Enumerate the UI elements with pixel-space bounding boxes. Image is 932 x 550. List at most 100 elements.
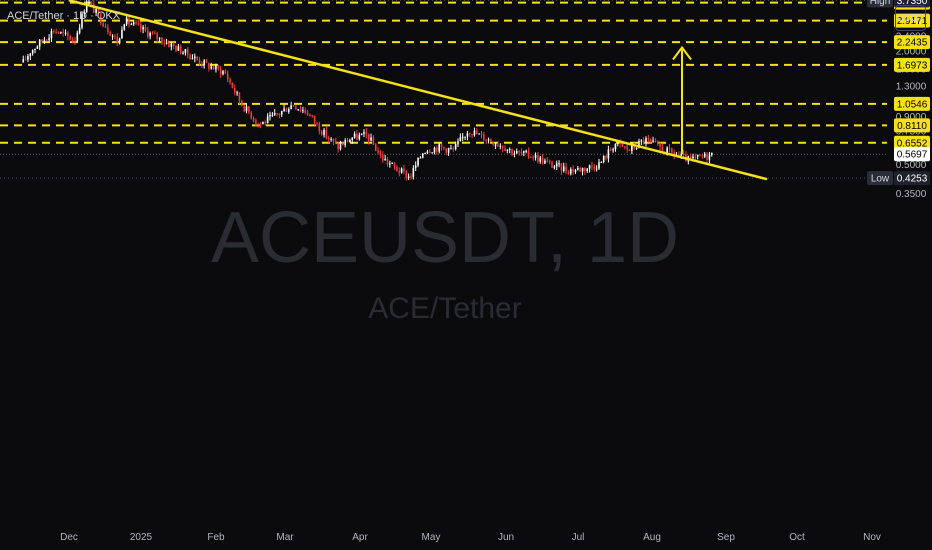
candle-body: [179, 46, 182, 54]
candle-body: [539, 157, 542, 162]
candle-body: [320, 131, 323, 135]
candle-body: [701, 155, 704, 157]
candle-body: [142, 27, 144, 30]
candle-body: [339, 144, 342, 149]
candle-body: [631, 145, 633, 151]
candle-body: [515, 151, 518, 154]
candle-body: [48, 38, 50, 40]
candle-body: [311, 115, 314, 117]
candle-body: [330, 138, 332, 140]
candle-body: [100, 13, 102, 24]
level-price-tag: [894, 57, 930, 72]
candle-body: [304, 110, 307, 113]
candle-body: [438, 144, 440, 152]
candle-body: [189, 54, 191, 60]
candle-body: [501, 145, 504, 149]
candle-body: [414, 165, 417, 168]
extreme-label-tag: [867, 171, 893, 186]
candle-body: [295, 106, 297, 110]
level-price-tag: [894, 118, 930, 133]
candle-body: [208, 62, 210, 69]
candle-body: [78, 27, 81, 33]
candle-body: [607, 149, 610, 159]
candle-body: [372, 137, 375, 145]
candle-body: [182, 52, 184, 54]
candle-body: [22, 59, 25, 63]
candle-body: [680, 153, 683, 156]
candle-body: [694, 156, 697, 158]
candle-body: [459, 137, 462, 142]
candle-body: [511, 149, 513, 155]
candle-body: [544, 160, 546, 164]
candle-body: [609, 149, 612, 151]
candle-body: [518, 151, 520, 153]
candle-body: [689, 156, 692, 159]
candle-body: [130, 24, 133, 26]
candle-body: [541, 157, 544, 164]
candle-body: [532, 157, 534, 159]
candle-body: [490, 139, 492, 143]
candle-body: [572, 169, 574, 172]
candle-body: [351, 137, 354, 140]
candle-body: [245, 106, 248, 112]
candle-body: [165, 42, 168, 44]
candle-body: [154, 33, 156, 35]
trendline: [68, 0, 768, 181]
candle-body: [53, 31, 55, 33]
candle-body: [367, 134, 370, 141]
extreme-price-label: 3.7350: [897, 0, 928, 7]
candle-body: [440, 144, 443, 148]
candle-body: [466, 133, 469, 137]
candle-body: [478, 133, 480, 135]
candle-body: [76, 32, 79, 41]
candle-body: [332, 138, 335, 142]
extreme-label-tag: [867, 0, 893, 8]
extreme-price-label: 0.4253: [897, 174, 928, 185]
price-axis[interactable]: 3.00002.40002.00001.60001.30000.90000.75…: [867, 0, 930, 200]
candle-body: [560, 163, 563, 171]
currency-button[interactable]: USDT: [895, 5, 926, 31]
candle-body: [473, 130, 476, 135]
candle-body: [652, 140, 654, 142]
candle-body: [132, 22, 135, 25]
candle-body: [45, 39, 48, 41]
candle-body: [506, 149, 509, 152]
x-tick-label: Nov: [863, 532, 881, 543]
candle-body: [257, 123, 260, 125]
candle-body: [102, 23, 104, 27]
candle-body: [57, 32, 60, 34]
candle-body: [642, 140, 645, 143]
candle-body: [600, 161, 603, 163]
candle-body: [285, 108, 288, 112]
candle-body: [360, 133, 363, 135]
candle-body: [255, 120, 257, 124]
candle-body: [69, 36, 72, 40]
candle-body: [36, 46, 39, 49]
candle-body: [384, 158, 386, 161]
candle-body: [302, 110, 304, 112]
candle-body: [356, 133, 358, 140]
x-tick-label: Jul: [572, 532, 585, 543]
candle-body: [407, 176, 410, 178]
candle-body: [391, 162, 393, 164]
candle-body: [649, 139, 652, 142]
candle-body: [419, 157, 422, 159]
candle-body: [567, 171, 570, 174]
candle-body: [215, 65, 217, 70]
time-axis[interactable]: Dec 2025 Feb Mar Apr May Jun Jul Aug Sep Oct Nov: [60, 532, 881, 543]
candle-body: [107, 27, 109, 32]
candle-body: [703, 153, 706, 157]
candle-body: [447, 148, 450, 153]
candle-body: [313, 116, 316, 123]
candle-body: [396, 166, 398, 171]
candle-body: [593, 166, 596, 169]
candle-body: [555, 163, 558, 167]
candle-body: [27, 56, 29, 60]
candle-body: [271, 114, 274, 116]
candle-body: [612, 149, 614, 151]
candle-body: [363, 131, 365, 134]
level-price-label: 1.6973: [897, 60, 928, 71]
candle-body: [342, 144, 344, 146]
candle-body: [574, 169, 577, 172]
